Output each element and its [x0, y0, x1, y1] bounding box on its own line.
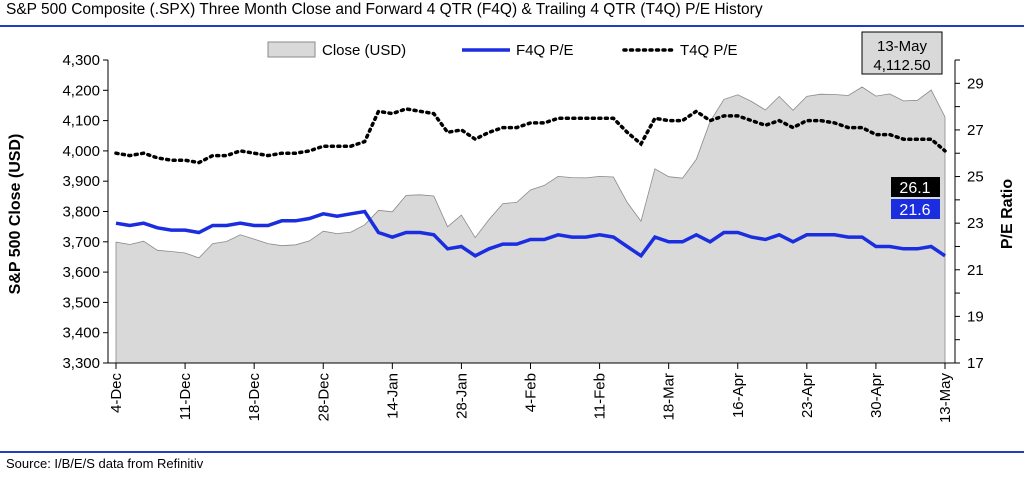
axes-layer [103, 59, 960, 369]
legend: Close (USD) F4Q P/E T4Q P/E [267, 41, 738, 59]
x-tick-label: 18-Dec [246, 373, 263, 422]
latest-t4q-callout: 26.1 [891, 177, 940, 197]
x-tick-label: 14-Jan [384, 373, 401, 419]
y-right-tick-label: 29 [967, 75, 984, 92]
latest-close-value: 4,112.50 [873, 57, 930, 74]
bottom-divider [0, 451, 1024, 453]
series-close-area [115, 86, 946, 364]
legend-close-swatch [267, 41, 316, 58]
y-left-tick-label: 3,300 [62, 355, 100, 372]
latest-t4q-box [891, 177, 940, 197]
y-right-tick-label: 17 [967, 355, 984, 372]
y-right-tick-label: 27 [967, 122, 984, 139]
latest-close-callout: 13-May 4,112.50 [861, 31, 943, 75]
y-left-tick-label: 3,900 [62, 173, 100, 190]
y-left-tick-label: 3,600 [62, 264, 100, 281]
legend-f4q-label: F4Q P/E [516, 42, 574, 59]
x-tick-label: 18-Mar [661, 373, 678, 421]
x-tick-label: 30-Apr [868, 373, 885, 418]
y-right-tick-label: 25 [967, 169, 984, 186]
x-tick-label: 4-Dec [108, 373, 125, 414]
y-left-tick-label: 4,200 [62, 82, 100, 99]
close-area-layer [115, 86, 946, 364]
y-left-tick-label: 3,400 [62, 325, 100, 342]
x-tick-label: 4-Feb [523, 373, 540, 412]
y-axis-right-label: P/E Ratio [999, 179, 1016, 249]
source-note: Source: I/B/E/S data from Refinitiv [6, 456, 204, 471]
x-tick-label: 28-Dec [315, 373, 332, 422]
series-f4q-line [115, 209, 946, 259]
x-tick-label: 16-Apr [730, 373, 747, 418]
y-right-tick-label: 21 [967, 262, 984, 279]
series-t4q-line [114, 107, 947, 165]
y-left-tick-label: 4,000 [62, 143, 100, 160]
tick-labels-layer: 3,300 3,400 3,500 3,600 3,700 3,800 3,900 4,000… [62, 52, 983, 423]
y-right-tick-label: 23 [967, 215, 984, 232]
latest-t4q-value: 26.1 [899, 180, 930, 197]
y-left-tick-label: 3,700 [62, 234, 100, 251]
latest-f4q-box [891, 199, 940, 219]
x-tick-label: 23-Apr [799, 373, 816, 418]
x-tick-label: 11-Feb [592, 373, 609, 419]
legend-close-label: Close (USD) [322, 42, 406, 59]
pe-lines-layer [114, 107, 947, 259]
y-left-tick-label: 3,500 [62, 294, 100, 311]
y-left-tick-label: 3,800 [62, 204, 100, 221]
legend-t4q-label: T4Q P/E [680, 42, 738, 59]
y-left-tick-label: 4,300 [62, 52, 100, 69]
x-tick-label: 13-May [937, 373, 954, 424]
x-tick-label: 28-Jan [453, 373, 470, 419]
y-left-tick-label: 4,100 [62, 113, 100, 130]
latest-close-box [861, 31, 943, 75]
chart-title: S&P 500 Composite (.SPX) Three Month Clo… [6, 1, 763, 18]
latest-f4q-value: 21.6 [899, 202, 930, 219]
latest-f4q-callout: 21.6 [891, 199, 940, 219]
x-tick-label: 11-Dec [177, 373, 194, 421]
latest-date-label: 13-May [877, 38, 928, 55]
y-axis-left-label: S&P 500 Close (USD) [7, 134, 24, 295]
top-divider [0, 25, 1024, 27]
y-right-tick-label: 19 [967, 308, 984, 325]
